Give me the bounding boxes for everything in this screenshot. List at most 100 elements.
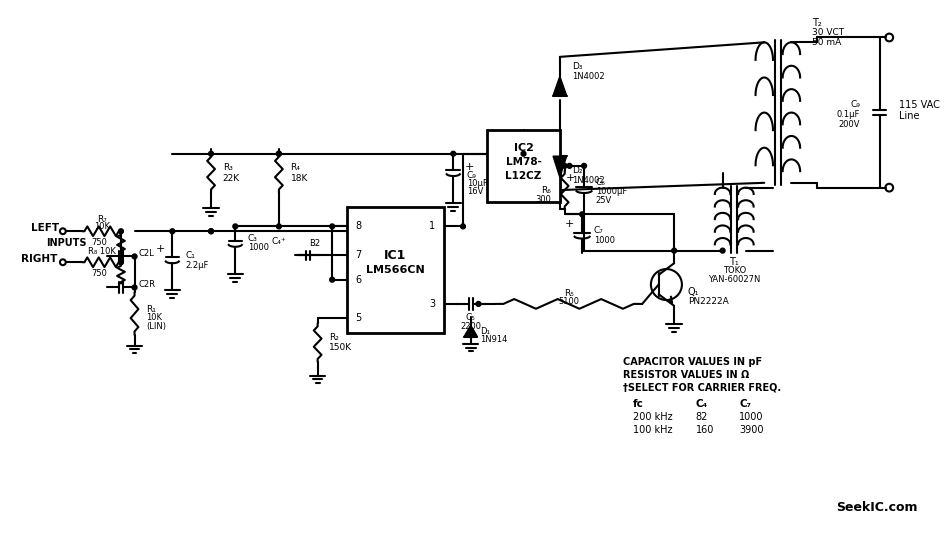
Text: Line: Line [899,111,919,122]
Circle shape [461,224,465,229]
Text: C₉: C₉ [467,171,477,180]
Text: 1N4002: 1N4002 [572,72,605,81]
Text: LEFT: LEFT [31,224,59,233]
Text: LM78-: LM78- [506,157,542,167]
Circle shape [521,151,526,156]
Circle shape [563,164,567,168]
Text: D₂: D₂ [572,166,583,175]
Text: RIGHT: RIGHT [21,254,57,265]
Polygon shape [553,156,566,178]
Text: 1N4002: 1N4002 [572,176,605,185]
Text: C₄⁺: C₄⁺ [272,238,286,246]
Text: 2.2μF: 2.2μF [186,261,210,269]
Text: 25V: 25V [596,196,612,205]
Text: C2R: C2R [139,280,156,289]
Circle shape [476,301,480,306]
Circle shape [209,229,213,234]
Text: B2: B2 [310,239,320,248]
Text: C₃: C₃ [248,234,258,244]
Text: 8: 8 [355,221,362,232]
Text: (LIN): (LIN) [146,322,166,330]
Text: 5: 5 [355,313,362,323]
Text: D₁: D₁ [480,327,490,335]
Text: 7: 7 [355,251,362,260]
Text: 82: 82 [696,412,708,422]
Text: C₉: C₉ [851,100,860,109]
Text: 750: 750 [92,269,108,279]
Text: 300: 300 [535,195,551,204]
Circle shape [277,151,281,156]
Circle shape [132,285,137,290]
Text: SeekIC.com: SeekIC.com [836,501,918,514]
Text: 100 kHz: 100 kHz [632,425,672,435]
Text: 30 VCT: 30 VCT [812,28,844,37]
Text: IC2: IC2 [514,144,533,153]
Circle shape [209,151,213,156]
Text: R₂
150K: R₂ 150K [329,333,352,353]
Text: R₅: R₅ [564,289,574,298]
Text: 115 VAC: 115 VAC [899,100,940,110]
Text: R₃
22K: R₃ 22K [223,164,240,183]
Text: C₄: C₄ [696,399,708,409]
Text: R₁: R₁ [146,305,156,314]
Text: 750: 750 [92,238,108,247]
Text: CAPACITOR VALUES IN pF: CAPACITOR VALUES IN pF [623,357,762,367]
Text: T₁: T₁ [730,257,739,267]
Text: R₄
18K: R₄ 18K [291,164,308,183]
Text: T₂: T₂ [812,18,821,28]
Bar [487,130,560,202]
Text: D₃: D₃ [572,62,583,71]
Text: R₈ 10K: R₈ 10K [88,247,115,256]
Circle shape [277,151,281,156]
Text: +: + [565,173,575,184]
Text: 1N914: 1N914 [480,335,508,345]
Text: YAN-60027N: YAN-60027N [708,275,761,284]
Circle shape [580,212,584,217]
Text: 6: 6 [355,275,362,285]
Text: 10K: 10K [93,222,110,231]
Text: 10μF: 10μF [467,179,488,188]
Circle shape [170,229,175,234]
Text: TOKO: TOKO [722,266,746,275]
Text: fᴄ: fᴄ [632,399,644,409]
Text: RESISTOR VALUES IN Ω: RESISTOR VALUES IN Ω [623,370,750,380]
Circle shape [119,229,124,234]
Text: 3: 3 [429,299,435,309]
Text: 200 kHz: 200 kHz [632,412,672,422]
Text: C₇: C₇ [594,226,603,235]
Text: C₅: C₅ [465,313,476,322]
Text: 0.1μF: 0.1μF [836,110,860,119]
Text: R₇: R₇ [96,215,107,224]
Circle shape [277,224,281,229]
Circle shape [209,229,213,234]
Text: Q₁: Q₁ [688,287,700,298]
Text: LM566CN: LM566CN [365,265,425,275]
Bar [346,207,444,333]
Text: R₆: R₆ [541,186,551,194]
Text: IC1: IC1 [384,249,406,262]
Circle shape [582,164,586,168]
Circle shape [567,164,572,168]
Text: C₆: C₆ [596,178,605,187]
Text: PN2222A: PN2222A [688,298,729,307]
Text: 1000: 1000 [739,412,764,422]
Text: C₁: C₁ [186,251,195,260]
Text: L12CZ: L12CZ [505,171,542,180]
Text: +: + [464,163,474,172]
Text: 1000: 1000 [248,243,269,252]
Text: 5100: 5100 [558,296,579,306]
Text: 200V: 200V [838,120,860,129]
Text: 160: 160 [696,425,714,435]
Text: C₇: C₇ [739,399,751,409]
Circle shape [233,224,238,229]
Circle shape [132,254,137,259]
Text: 16V: 16V [467,187,483,196]
Text: †SELECT FOR CARRIER FREQ.: †SELECT FOR CARRIER FREQ. [623,382,781,392]
Circle shape [329,224,334,229]
Text: +: + [156,244,165,254]
Circle shape [672,248,677,253]
Text: C2L: C2L [139,249,154,258]
Text: 2200: 2200 [461,322,481,330]
Text: 50 mA: 50 mA [812,38,841,47]
Text: 3900: 3900 [739,425,764,435]
